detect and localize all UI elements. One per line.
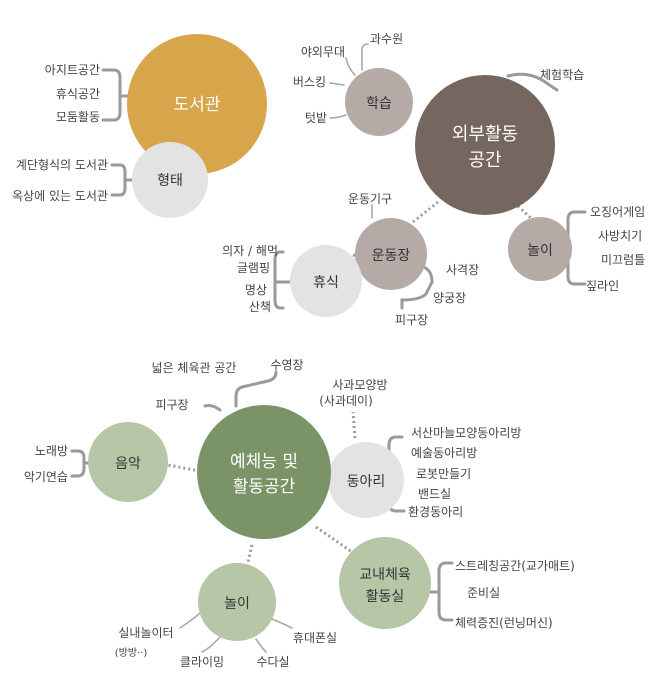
club-node [328,442,404,518]
play-item-chat-room: 수다실 [256,655,289,669]
form-node [132,142,208,218]
play-item-hopscotch: 사방치기 [598,229,642,243]
gym-title-line1: 교내체육 [359,567,411,583]
form-item-rooftop: 옥상에 있는 도서관 [12,189,108,203]
learning-item-orchard: 과수원 [370,32,403,46]
club-item-garlic-room: 서산마늘모양동아리방 [411,426,521,440]
indoor-play-node [198,563,276,641]
learning-title: 학습 [366,96,392,112]
gym-item-prep-room: 준비실 [467,586,500,600]
arts-item-dodgeball: 피구장 [155,398,188,412]
learning-branch-busking [329,82,345,86]
play-branch-chat [255,638,267,653]
connector-arts-play [246,544,254,563]
learning-item-busking: 버스킹 [293,75,326,89]
arts-title-line1: 예체능 및 [230,452,298,472]
library-cluster: 도서관 아지트공간 휴식공간 모둠활동 형태 계단형식의 도서관 옥상에 있는 … [12,34,267,218]
rest-item-walk: 산책 [249,299,271,314]
form-title: 형태 [157,173,183,189]
rest-item-meditation: 명상 [245,283,267,297]
play-item-slide: 미끄럼틀 [601,253,645,267]
arts-top-bracket [203,370,278,412]
connector-arts-music [167,463,201,473]
club-item-art-club: 예술동아리방 [411,446,477,460]
arts-cluster: 음악 노래방 악기연습 동아리 사과모양방 (사과데이) 서산마늘모양동아리방 … [24,358,575,669]
music-item-karaoke: 노래방 [35,444,68,458]
club-title: 동아리 [347,474,386,490]
club-item-apple-line1: 사과모양방 [332,378,387,392]
library-title: 도서관 [174,95,221,115]
club-item-robot: 로봇만들기 [416,467,471,481]
play-item-climbing: 클라이밍 [180,655,224,669]
outdoor-item-field-trip: 체험학습 [540,68,584,82]
play-item-phone-room: 휴대폰실 [293,631,337,645]
connector-arts-gym [315,525,353,554]
arts-title-line2: 활동공간 [233,477,296,497]
rest-title: 휴식 [313,275,339,291]
learning-branch-orchard [361,43,369,71]
library-item-hideout: 아지트공간 [45,63,100,77]
outdoor-play-title: 놀이 [527,243,553,259]
learning-branch-stage [345,57,356,76]
gym-node [339,537,431,629]
play-item-indoor-sub: (방방··) [115,647,148,659]
club-item-environment: 환경동아리 [408,505,463,519]
club-item-apple-line2: (사과데이) [319,394,373,408]
rest-item-chair: 의자 / 해먹 [222,244,278,258]
learning-item-stage: 야외무대 [301,45,345,59]
indoor-play-title: 놀이 [224,596,250,612]
gym-item-fitness: 체력증진(런닝머신) [455,616,553,630]
music-title: 음악 [115,456,141,472]
library-node [127,34,267,174]
form-item-stairs: 계단형식의 도서관 [16,158,108,172]
playground-item-equipment: 운동기구 [348,192,392,206]
library-item-group: 모둠활동 [56,110,100,124]
music-node [88,422,168,502]
outdoor-cluster: 학습 과수원 야외무대 버스킹 텃밭 외부활동 공간 체험학습 놀이 오징어게임… [222,32,645,327]
gym-title-line2: 활동실 [366,589,405,605]
outdoor-play-node [508,217,572,281]
play-branch-climbing [201,636,221,653]
playground-item-archery: 양궁장 [433,291,466,305]
playground-items-bracket [400,260,434,310]
learning-node [345,68,413,136]
arts-node [197,405,331,539]
playground-title: 운동장 [372,248,411,264]
playground-node [355,218,427,290]
club-item-band: 밴드실 [418,487,451,501]
learning-branch-garden [329,114,347,119]
play-item-squid-game: 오징어게임 [590,205,645,219]
playground-item-dodgeball: 피구장 [395,313,428,327]
connector-club-apple [351,411,357,439]
library-items-bracket [101,68,132,122]
arts-item-pool: 수영장 [270,358,303,372]
gym-items-bracket [428,561,454,622]
outdoor-node [415,75,555,215]
learning-item-garden: 텃밭 [305,111,327,125]
play-branch-phone [271,618,293,629]
play-item-indoor-playground: 실내놀이터 [118,626,173,640]
outdoor-title-line2: 공간 [468,150,501,171]
play-item-zipline: 짚라인 [586,279,619,293]
form-items-bracket [110,163,137,197]
field-trip-branch [506,72,559,92]
connector-outdoor-playground [412,200,439,224]
outdoor-title-line1: 외부활동 [452,124,518,145]
library-item-rest: 휴식공간 [56,87,100,101]
rest-item-glamping: 글램핑 [237,261,270,275]
connector-outdoor-play [516,204,537,224]
playground-item-shooting: 사격장 [446,263,479,277]
arts-item-gym-space: 넓은 체육관 공간 [152,361,237,375]
gym-item-stretching: 스트레칭공간(교가매트) [455,559,575,573]
music-item-instrument: 악기연습 [24,470,68,484]
rest-node [290,245,362,317]
